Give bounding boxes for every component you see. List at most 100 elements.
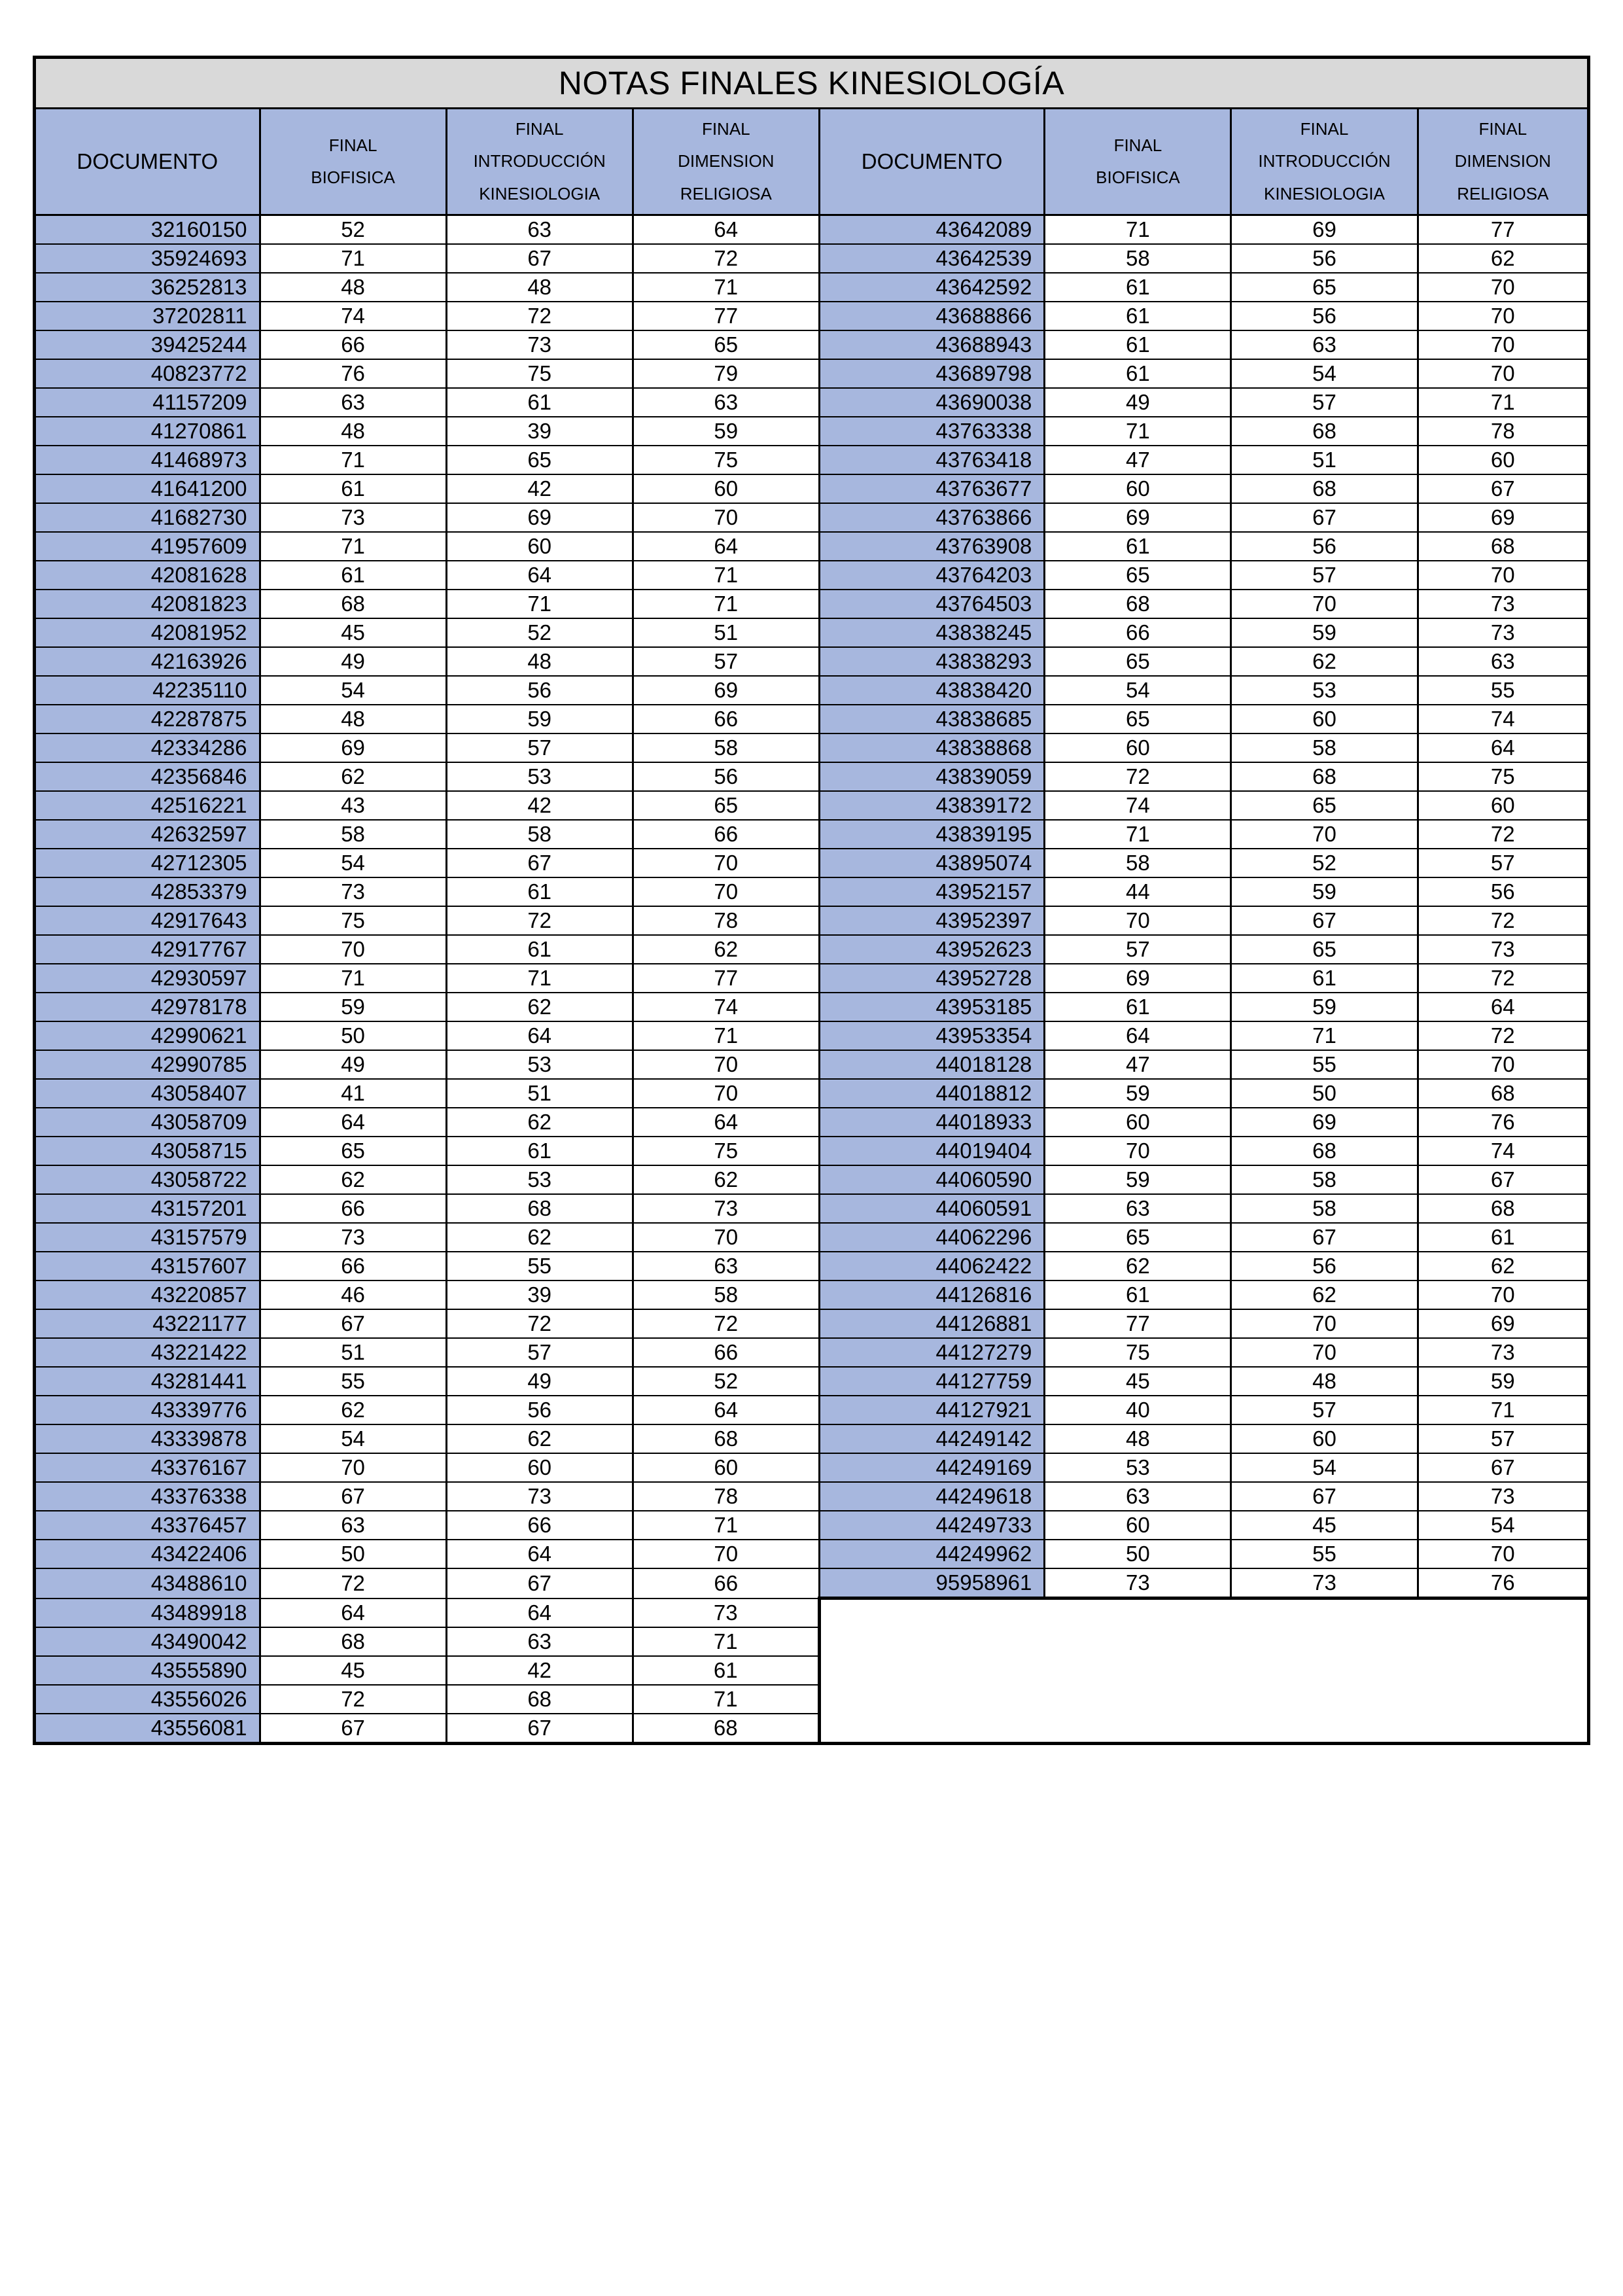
table-cell-value: 72 [633, 244, 819, 273]
table-cell-doc: 44018933 [819, 1108, 1045, 1137]
table-cell-doc: 43058722 [35, 1165, 260, 1194]
table-cell-empty [1231, 1627, 1418, 1656]
table-cell-value: 71 [1418, 1396, 1588, 1424]
table-cell-doc: 44127759 [819, 1367, 1045, 1396]
table-cell-value: 71 [1045, 417, 1231, 446]
table-cell-value: 69 [1231, 1108, 1418, 1137]
table-cell-value: 70 [1045, 906, 1231, 935]
table-cell-doc: 44062296 [819, 1223, 1045, 1252]
table-cell-value: 65 [1231, 273, 1418, 302]
table-cell-empty [1231, 1598, 1418, 1627]
table-cell-value: 63 [1045, 1194, 1231, 1223]
table-cell-value: 63 [1418, 647, 1588, 676]
table-cell-value: 62 [1231, 1280, 1418, 1309]
table-cell-value: 58 [1231, 733, 1418, 762]
table-cell-value: 50 [1231, 1079, 1418, 1108]
table-cell-doc: 43952397 [819, 906, 1045, 935]
table-cell-doc: 41468973 [35, 446, 260, 474]
table-cell-value: 72 [1418, 1021, 1588, 1050]
table-cell-doc: 35924693 [35, 244, 260, 273]
table-cell-value: 63 [446, 1627, 633, 1656]
table-cell-value: 58 [633, 1280, 819, 1309]
table-cell-empty [1418, 1656, 1588, 1685]
table-cell-doc: 44249142 [819, 1424, 1045, 1453]
table-cell-value: 56 [1418, 877, 1588, 906]
table-cell-value: 54 [1418, 1511, 1588, 1540]
table-cell-value: 65 [1045, 561, 1231, 590]
table-cell-empty [819, 1685, 1045, 1714]
col-header-bio-left: FINALBIOFISICA [260, 109, 446, 215]
table-cell-value: 67 [446, 1568, 633, 1598]
table-cell-value: 68 [1231, 762, 1418, 791]
table-cell-value: 53 [446, 1050, 633, 1079]
table-cell-value: 54 [1231, 1453, 1418, 1482]
table-cell-value: 68 [1231, 1137, 1418, 1165]
table-cell-value: 77 [1045, 1309, 1231, 1338]
table-cell-value: 74 [633, 993, 819, 1021]
table-cell-value: 54 [1045, 676, 1231, 705]
table-cell-value: 48 [260, 705, 446, 733]
table-cell-value: 67 [446, 849, 633, 877]
table-cell-doc: 37202811 [35, 302, 260, 330]
table-cell-value: 57 [1231, 388, 1418, 417]
table-cell-value: 59 [260, 993, 446, 1021]
table-cell-value: 72 [446, 906, 633, 935]
table-cell-value: 64 [446, 1021, 633, 1050]
table-cell-value: 70 [633, 1050, 819, 1079]
table-cell-doc: 43895074 [819, 849, 1045, 877]
table-cell-value: 45 [260, 1656, 446, 1685]
table-cell-doc: 44060590 [819, 1165, 1045, 1194]
table-cell-value: 60 [1045, 474, 1231, 503]
table-cell-value: 69 [1045, 503, 1231, 532]
table-cell-doc: 42516221 [35, 791, 260, 820]
table-cell-value: 69 [260, 733, 446, 762]
table-cell-value: 55 [260, 1367, 446, 1396]
table-cell-doc: 44018128 [819, 1050, 1045, 1079]
table-cell-value: 58 [260, 820, 446, 849]
table-cell-doc: 42334286 [35, 733, 260, 762]
grades-table: NOTAS FINALES KINESIOLOGÍA DOCUMENTO FIN… [33, 56, 1590, 1745]
table-cell-value: 53 [446, 762, 633, 791]
table-cell-value: 45 [260, 618, 446, 647]
table-cell-value: 64 [446, 561, 633, 590]
table-cell-doc: 43555890 [35, 1656, 260, 1685]
table-cell-value: 54 [260, 676, 446, 705]
table-cell-value: 67 [446, 1714, 633, 1744]
table-cell-value: 74 [1418, 705, 1588, 733]
table-cell-value: 65 [260, 1137, 446, 1165]
table-cell-value: 48 [1231, 1367, 1418, 1396]
table-cell-value: 70 [1231, 590, 1418, 618]
table-cell-doc: 42081952 [35, 618, 260, 647]
table-cell-value: 77 [633, 964, 819, 993]
table-cell-doc: 44127279 [819, 1338, 1045, 1367]
table-cell-doc: 43688943 [819, 330, 1045, 359]
table-cell-doc: 44249962 [819, 1540, 1045, 1568]
table-cell-doc: 42235110 [35, 676, 260, 705]
table-cell-value: 67 [260, 1714, 446, 1744]
table-cell-value: 65 [1045, 1223, 1231, 1252]
table-cell-value: 60 [1418, 446, 1588, 474]
table-cell-value: 51 [446, 1079, 633, 1108]
table-cell-doc: 43953354 [819, 1021, 1045, 1050]
table-cell-doc: 41641200 [35, 474, 260, 503]
table-cell-value: 72 [446, 1309, 633, 1338]
table-cell-value: 60 [1045, 733, 1231, 762]
table-cell-value: 72 [446, 302, 633, 330]
table-cell-doc: 44019404 [819, 1137, 1045, 1165]
table-cell-value: 71 [260, 244, 446, 273]
table-cell-value: 59 [446, 705, 633, 733]
table-cell-doc: 43838868 [819, 733, 1045, 762]
table-cell-value: 48 [260, 273, 446, 302]
table-cell-value: 64 [633, 215, 819, 245]
table-cell-doc: 43157607 [35, 1252, 260, 1280]
table-cell-value: 62 [1045, 1252, 1231, 1280]
table-cell-doc: 95958961 [819, 1568, 1045, 1598]
table-cell-value: 40 [1045, 1396, 1231, 1424]
table-cell-value: 62 [260, 1165, 446, 1194]
table-cell-value: 45 [1231, 1511, 1418, 1540]
table-cell-value: 70 [1418, 273, 1588, 302]
table-cell-doc: 43642539 [819, 244, 1045, 273]
table-cell-value: 62 [1418, 1252, 1588, 1280]
table-cell-value: 64 [633, 1396, 819, 1424]
table-cell-value: 70 [260, 935, 446, 964]
